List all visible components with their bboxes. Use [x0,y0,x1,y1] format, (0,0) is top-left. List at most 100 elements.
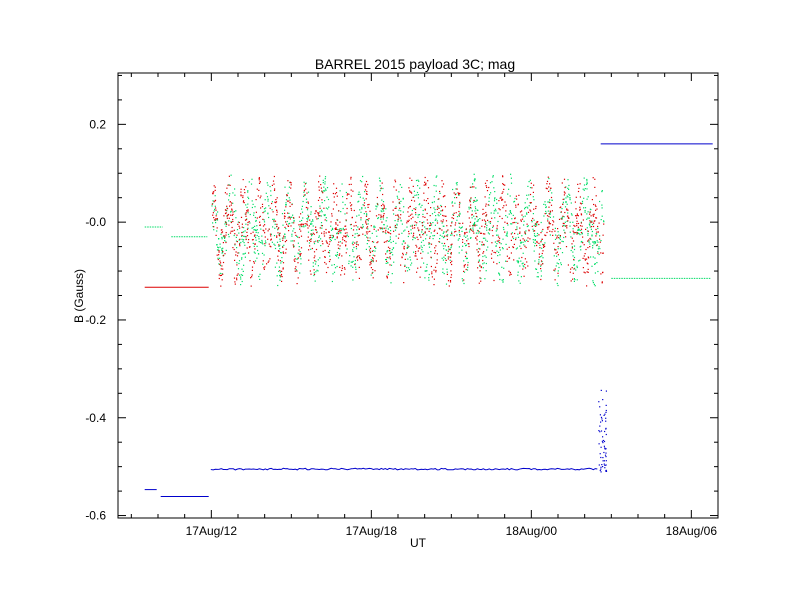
data-point [593,283,595,285]
data-point [523,244,525,246]
data-point [280,275,282,277]
data-point [561,182,563,184]
data-point [283,217,286,219]
data-point [321,190,323,192]
data-point [226,205,228,207]
data-point [219,260,221,262]
data-point [267,198,269,200]
data-point [529,202,531,204]
data-point [585,248,587,251]
data-point [293,240,295,242]
data-point [408,219,410,221]
data-point [562,222,564,224]
data-point [576,223,578,225]
data-point [479,232,481,234]
data-point [406,222,408,224]
data-point [278,245,280,247]
data-point [360,258,362,261]
data-point [360,226,362,228]
data-point [406,220,408,222]
data-point [318,240,320,242]
data-point [289,222,291,224]
data-point [572,228,574,230]
data-point [564,211,566,214]
data-point [313,272,315,274]
data-point [427,222,429,224]
data-point [449,249,451,251]
data-point [502,175,504,177]
data-point [593,220,595,222]
data-point [545,234,547,237]
data-point [572,221,574,223]
data-point [533,219,535,221]
data-point [414,194,416,196]
data-point [380,214,382,216]
data-point [259,215,261,217]
data-point [557,246,559,248]
data-point [540,221,542,224]
data-point [589,237,591,240]
x-axis-label: UT [410,536,427,550]
data-point [289,199,291,201]
data-point [309,245,311,247]
data-point [320,184,322,186]
data-point [523,275,525,277]
data-point [310,233,312,235]
data-point [430,223,432,225]
data-point [264,243,266,245]
data-point [368,240,370,242]
data-point [442,268,444,270]
data-point [598,401,600,403]
data-point [602,234,604,236]
data-point [576,225,578,227]
data-point [273,235,276,237]
data-point [393,261,395,263]
data-point [567,196,569,198]
data-point [383,207,385,209]
data-point [434,211,436,213]
data-point [526,212,528,214]
data-point [576,233,578,235]
data-point [258,241,260,243]
data-point [558,237,561,239]
data-point [466,231,468,233]
data-point [429,222,431,224]
data-point [538,242,540,244]
data-point [419,276,421,278]
data-point [546,183,548,185]
data-point [358,214,360,216]
data-point [261,241,263,243]
data-point [243,227,245,229]
data-point [232,211,234,213]
data-point [236,264,238,266]
data-point [336,237,338,239]
data-point [229,205,231,207]
data-point [386,260,388,262]
data-point [271,209,273,211]
data-point [461,278,463,280]
data-point [573,280,575,282]
data-point [599,200,601,203]
data-point [338,210,340,212]
data-point [282,245,284,248]
data-point [324,188,327,190]
data-point [305,225,307,227]
data-point [497,236,500,238]
data-point [530,202,532,204]
data-point [544,234,546,236]
data-point [459,222,461,225]
data-point [307,214,309,216]
data-point [456,184,458,186]
data-point [370,259,372,261]
data-point [263,268,265,270]
data-point [494,191,496,193]
data-point [356,256,358,258]
data-point [574,279,576,281]
data-point [451,243,453,245]
data-point [221,279,223,281]
data-point [417,227,419,229]
data-point [451,263,453,266]
data-point [262,218,264,220]
data-point [300,235,303,237]
data-point [490,192,492,194]
